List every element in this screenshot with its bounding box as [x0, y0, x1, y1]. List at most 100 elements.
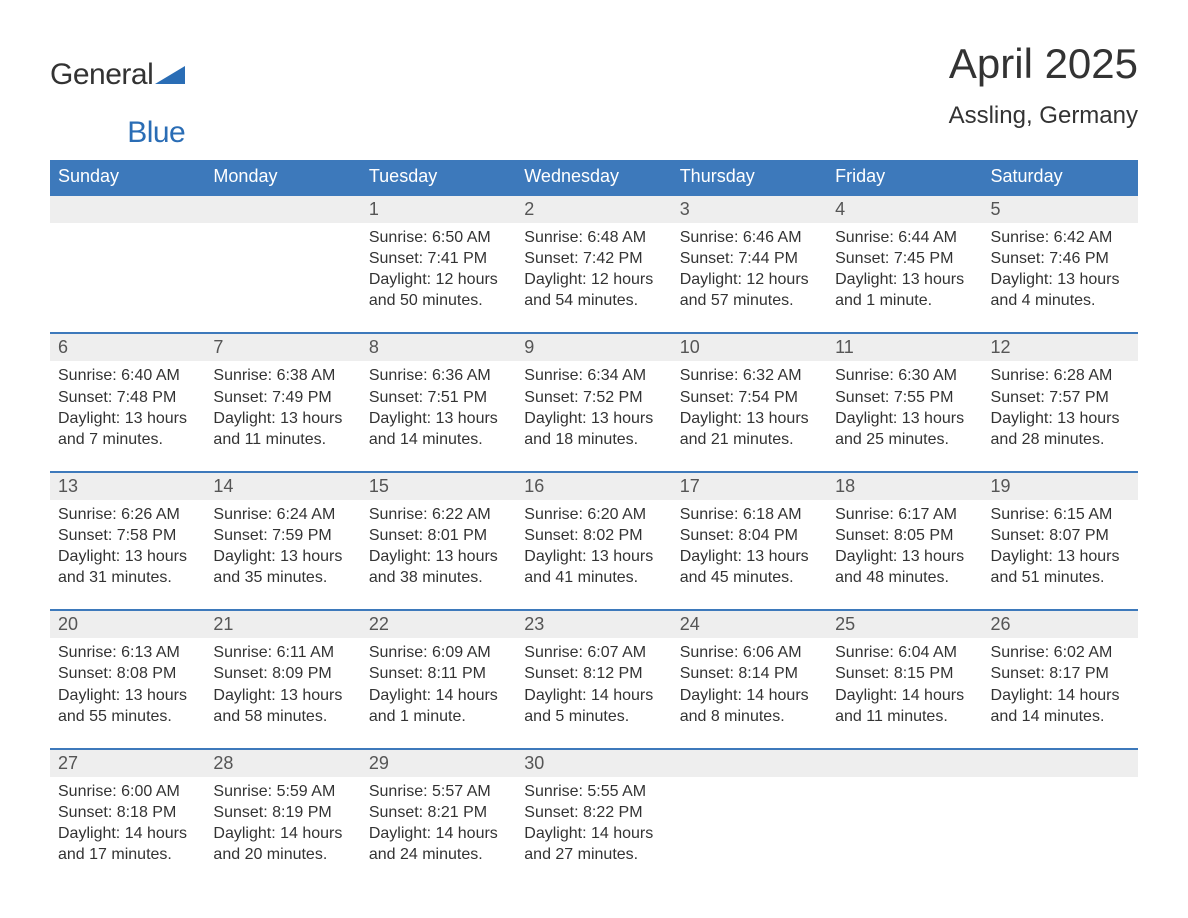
day-cell: Sunrise: 6:07 AMSunset: 8:12 PMDaylight:…	[516, 638, 671, 730]
sunrise-line: Sunrise: 6:48 AM	[524, 227, 663, 248]
day-number: 13	[50, 473, 205, 500]
day-number-row: 20212223242526	[50, 611, 1138, 638]
weeks-container: 12345Sunrise: 6:50 AMSunset: 7:41 PMDayl…	[50, 194, 1138, 869]
sunrise-line: Sunrise: 6:46 AM	[680, 227, 819, 248]
week-row: 12345Sunrise: 6:50 AMSunset: 7:41 PMDayl…	[50, 194, 1138, 315]
daylight-line: Daylight: 13 hours and 4 minutes.	[991, 269, 1130, 311]
week-row: 27282930Sunrise: 6:00 AMSunset: 8:18 PMD…	[50, 748, 1138, 869]
sunrise-line: Sunrise: 6:04 AM	[835, 642, 974, 663]
daylight-line: Daylight: 13 hours and 48 minutes.	[835, 546, 974, 588]
sunset-line: Sunset: 7:52 PM	[524, 387, 663, 408]
sunrise-line: Sunrise: 6:20 AM	[524, 504, 663, 525]
sunrise-line: Sunrise: 6:40 AM	[58, 365, 197, 386]
daylight-line: Daylight: 14 hours and 5 minutes.	[524, 685, 663, 727]
day-number: 20	[50, 611, 205, 638]
day-number: 14	[205, 473, 360, 500]
day-header: Saturday	[983, 160, 1138, 194]
day-number: 27	[50, 750, 205, 777]
day-number-row: 6789101112	[50, 334, 1138, 361]
day-number: 6	[50, 334, 205, 361]
day-number: 10	[672, 334, 827, 361]
day-number: 22	[361, 611, 516, 638]
sunrise-line: Sunrise: 6:09 AM	[369, 642, 508, 663]
day-cell: Sunrise: 6:36 AMSunset: 7:51 PMDaylight:…	[361, 361, 516, 453]
day-cell: Sunrise: 6:06 AMSunset: 8:14 PMDaylight:…	[672, 638, 827, 730]
sunrise-line: Sunrise: 6:13 AM	[58, 642, 197, 663]
day-number: 23	[516, 611, 671, 638]
daylight-line: Daylight: 13 hours and 11 minutes.	[213, 408, 352, 450]
sunrise-line: Sunrise: 6:36 AM	[369, 365, 508, 386]
daylight-line: Daylight: 13 hours and 35 minutes.	[213, 546, 352, 588]
day-number: 8	[361, 334, 516, 361]
day-cell: Sunrise: 6:00 AMSunset: 8:18 PMDaylight:…	[50, 777, 205, 869]
day-header: Monday	[205, 160, 360, 194]
day-header: Wednesday	[516, 160, 671, 194]
daylight-line: Daylight: 13 hours and 41 minutes.	[524, 546, 663, 588]
sunset-line: Sunset: 8:12 PM	[524, 663, 663, 684]
day-cell: Sunrise: 6:40 AMSunset: 7:48 PMDaylight:…	[50, 361, 205, 453]
sunset-line: Sunset: 7:59 PM	[213, 525, 352, 546]
day-cell	[50, 223, 205, 315]
day-number: 9	[516, 334, 671, 361]
day-number: 17	[672, 473, 827, 500]
day-number: 12	[983, 334, 1138, 361]
sunset-line: Sunset: 7:45 PM	[835, 248, 974, 269]
daylight-line: Daylight: 14 hours and 8 minutes.	[680, 685, 819, 727]
sunrise-line: Sunrise: 6:26 AM	[58, 504, 197, 525]
day-cell: Sunrise: 5:57 AMSunset: 8:21 PMDaylight:…	[361, 777, 516, 869]
daylight-line: Daylight: 13 hours and 18 minutes.	[524, 408, 663, 450]
day-cell: Sunrise: 6:38 AMSunset: 7:49 PMDaylight:…	[205, 361, 360, 453]
sunset-line: Sunset: 8:15 PM	[835, 663, 974, 684]
day-cell: Sunrise: 6:24 AMSunset: 7:59 PMDaylight:…	[205, 500, 360, 592]
sunset-line: Sunset: 8:18 PM	[58, 802, 197, 823]
sunrise-line: Sunrise: 6:32 AM	[680, 365, 819, 386]
day-cell: Sunrise: 6:42 AMSunset: 7:46 PMDaylight:…	[983, 223, 1138, 315]
sunrise-line: Sunrise: 6:34 AM	[524, 365, 663, 386]
sunset-line: Sunset: 7:42 PM	[524, 248, 663, 269]
day-number: 25	[827, 611, 982, 638]
sunset-line: Sunset: 8:17 PM	[991, 663, 1130, 684]
sunrise-line: Sunrise: 6:02 AM	[991, 642, 1130, 663]
sunset-line: Sunset: 8:07 PM	[991, 525, 1130, 546]
daylight-line: Daylight: 13 hours and 58 minutes.	[213, 685, 352, 727]
day-cell: Sunrise: 6:48 AMSunset: 7:42 PMDaylight:…	[516, 223, 671, 315]
day-header: Sunday	[50, 160, 205, 194]
day-body-row: Sunrise: 6:50 AMSunset: 7:41 PMDaylight:…	[50, 223, 1138, 315]
sunset-line: Sunset: 7:49 PM	[213, 387, 352, 408]
sunset-line: Sunset: 8:05 PM	[835, 525, 974, 546]
day-cell: Sunrise: 6:11 AMSunset: 8:09 PMDaylight:…	[205, 638, 360, 730]
daylight-line: Daylight: 13 hours and 38 minutes.	[369, 546, 508, 588]
day-number: 4	[827, 196, 982, 223]
sunset-line: Sunset: 8:19 PM	[213, 802, 352, 823]
day-cell	[983, 777, 1138, 869]
day-header: Tuesday	[361, 160, 516, 194]
daylight-line: Daylight: 13 hours and 51 minutes.	[991, 546, 1130, 588]
daylight-line: Daylight: 13 hours and 21 minutes.	[680, 408, 819, 450]
day-cell: Sunrise: 5:55 AMSunset: 8:22 PMDaylight:…	[516, 777, 671, 869]
day-cell: Sunrise: 6:02 AMSunset: 8:17 PMDaylight:…	[983, 638, 1138, 730]
day-number	[205, 196, 360, 223]
page-subtitle: Assling, Germany	[949, 102, 1138, 130]
day-number: 29	[361, 750, 516, 777]
day-cell: Sunrise: 6:50 AMSunset: 7:41 PMDaylight:…	[361, 223, 516, 315]
day-header: Friday	[827, 160, 982, 194]
sunset-line: Sunset: 8:14 PM	[680, 663, 819, 684]
page-title: April 2025	[949, 40, 1138, 88]
daylight-line: Daylight: 13 hours and 25 minutes.	[835, 408, 974, 450]
sunset-line: Sunset: 7:44 PM	[680, 248, 819, 269]
daylight-line: Daylight: 13 hours and 1 minute.	[835, 269, 974, 311]
day-number-row: 12345	[50, 196, 1138, 223]
week-row: 20212223242526Sunrise: 6:13 AMSunset: 8:…	[50, 609, 1138, 730]
day-body-row: Sunrise: 6:13 AMSunset: 8:08 PMDaylight:…	[50, 638, 1138, 730]
day-number: 16	[516, 473, 671, 500]
day-number: 1	[361, 196, 516, 223]
daylight-line: Daylight: 13 hours and 14 minutes.	[369, 408, 508, 450]
day-cell: Sunrise: 6:26 AMSunset: 7:58 PMDaylight:…	[50, 500, 205, 592]
sunrise-line: Sunrise: 6:06 AM	[680, 642, 819, 663]
sunrise-line: Sunrise: 6:42 AM	[991, 227, 1130, 248]
day-number: 24	[672, 611, 827, 638]
sunrise-line: Sunrise: 6:17 AM	[835, 504, 974, 525]
day-number: 15	[361, 473, 516, 500]
sunset-line: Sunset: 8:22 PM	[524, 802, 663, 823]
day-header-row: Sunday Monday Tuesday Wednesday Thursday…	[50, 160, 1138, 194]
